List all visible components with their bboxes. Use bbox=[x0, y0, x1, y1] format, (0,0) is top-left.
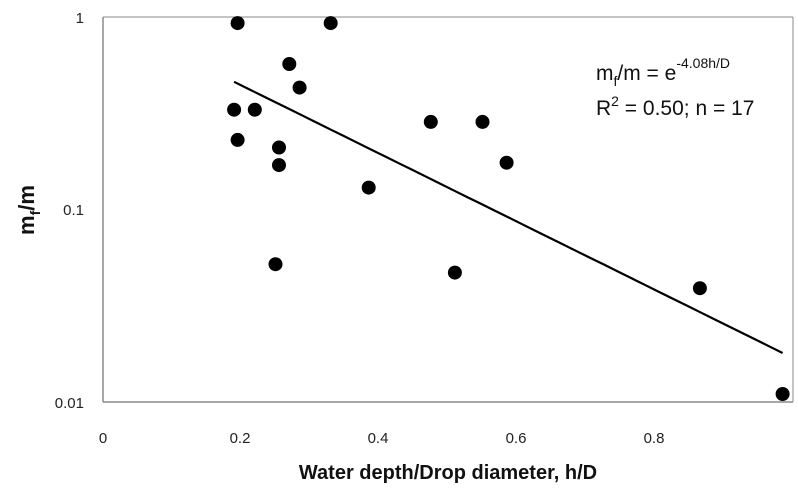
eq-lhs-rest: /m = e bbox=[617, 62, 676, 85]
y-tick-label: 0.01 bbox=[55, 395, 84, 412]
data-point bbox=[230, 16, 245, 31]
x-axis-title: Water depth/Drop diameter, h/D bbox=[299, 462, 597, 484]
data-point bbox=[282, 57, 297, 71]
data-point bbox=[775, 387, 790, 401]
y-axis-title-main: m bbox=[14, 215, 39, 235]
data-point bbox=[272, 158, 286, 173]
x-tick-label: 0.6 bbox=[506, 430, 527, 447]
data-point bbox=[227, 102, 242, 117]
y-axis-title-rest: /m bbox=[14, 185, 39, 211]
data-point bbox=[423, 114, 438, 129]
y-tick-label: 1 bbox=[76, 10, 84, 27]
data-point bbox=[692, 281, 707, 296]
r2-rest: = 0.50; n = 17 bbox=[619, 97, 754, 120]
x-tick-label: 0.8 bbox=[644, 430, 665, 447]
x-tick-label: 0.4 bbox=[368, 430, 389, 447]
x-tick-labels: 0 0.2 0.4 0.6 0.8 bbox=[99, 430, 665, 447]
data-point bbox=[272, 140, 286, 155]
data-point bbox=[268, 257, 283, 272]
r2-annotation: R2 = 0.50; n = 17 bbox=[596, 93, 754, 120]
r2-prefix: R bbox=[596, 97, 611, 120]
data-point bbox=[247, 102, 262, 117]
data-points bbox=[227, 16, 790, 401]
data-point bbox=[475, 114, 490, 129]
fit-line bbox=[233, 80, 784, 354]
x-tick-label: 0 bbox=[99, 430, 107, 447]
equation-annotation: mf/m = e-4.08h/D bbox=[596, 55, 730, 89]
eq-exponent: -4.08h/D bbox=[676, 55, 730, 71]
eq-lhs-sub: f bbox=[614, 73, 618, 89]
data-point bbox=[447, 265, 462, 280]
data-point bbox=[499, 155, 514, 170]
y-tick-label: 0.1 bbox=[63, 202, 84, 219]
data-point bbox=[323, 16, 338, 31]
y-axis-title: mf/m bbox=[14, 185, 43, 235]
data-point bbox=[230, 132, 245, 147]
x-tick-label: 0.2 bbox=[230, 430, 251, 447]
r2-sup: 2 bbox=[611, 93, 619, 109]
data-point bbox=[292, 80, 307, 95]
y-tick-labels: 1 0.1 0.01 bbox=[55, 10, 84, 412]
data-point bbox=[361, 180, 376, 195]
eq-lhs-main: m bbox=[596, 62, 614, 85]
y-axis-title-sub: f bbox=[27, 210, 43, 215]
